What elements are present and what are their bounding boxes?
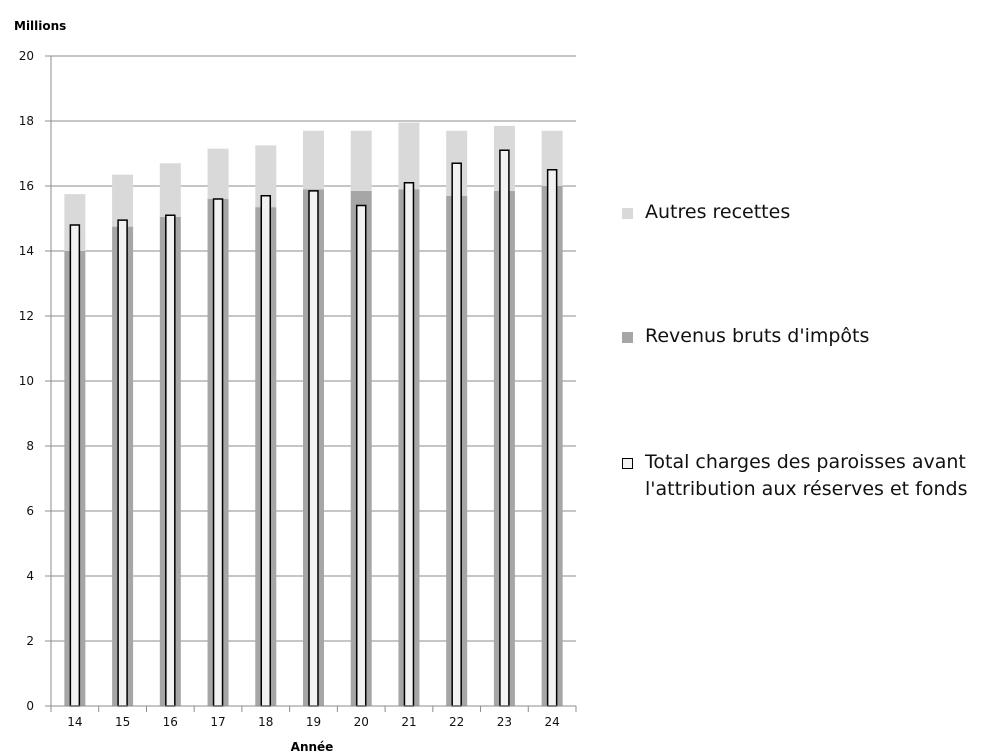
y-tick-label-4: 4 (26, 569, 34, 583)
bar-autres-17 (207, 148, 229, 199)
bar-charges-23 (499, 149, 510, 707)
bar-charges-24 (546, 169, 558, 707)
legend-label-total-charges: Total charges des paroisses avant l'attr… (645, 449, 968, 503)
x-tick-label-19: 19 (306, 715, 321, 729)
legend-item-autres-recettes: Autres recettes (622, 201, 791, 226)
bar-charges-19 (308, 190, 319, 707)
bar-charges-18 (260, 195, 272, 707)
legend-swatch-revenus-bruts (622, 332, 633, 343)
y-tick-label-10: 10 (19, 374, 34, 388)
bar-autres-21 (398, 122, 420, 190)
legend-label-revenus-bruts: Revenus bruts d'impôts (645, 325, 870, 347)
bars-layer (64, 122, 563, 707)
x-tick-label-21: 21 (401, 715, 416, 729)
legend-label-autres-recettes: Autres recettes (645, 201, 791, 223)
y-tick-label-20: 20 (19, 49, 34, 63)
legend-swatch-total-charges (622, 458, 633, 469)
x-tick-label-23: 23 (497, 715, 512, 729)
legend-label-total-charges-line-2: l'attribution aux réserves et fonds (645, 478, 968, 500)
x-axis-title: Année (291, 740, 334, 754)
legend-label-total-charges-line-1: Total charges des paroisses avant (645, 451, 966, 473)
bar-charges-22 (451, 162, 462, 707)
x-tick-label-17: 17 (210, 715, 225, 729)
x-tick-label-18: 18 (258, 715, 273, 729)
x-tick-label-15: 15 (115, 715, 130, 729)
y-tick-label-14: 14 (19, 244, 34, 258)
bar-autres-19 (303, 130, 324, 190)
x-tick-label-20: 20 (354, 715, 369, 729)
x-tick-label-24: 24 (544, 715, 559, 729)
bar-charges-20 (355, 204, 367, 707)
bar-autres-16 (159, 163, 181, 217)
y-tick-label-2: 2 (26, 634, 34, 648)
legend-item-total-charges: Total charges des paroisses avant l'attr… (622, 449, 968, 503)
bar-charges-16 (165, 214, 176, 707)
y-tick-label-12: 12 (19, 309, 34, 323)
bar-autres-15 (112, 174, 134, 227)
y-tick-label-18: 18 (19, 114, 34, 128)
y-tick-label-6: 6 (26, 504, 34, 518)
bar-charges-17 (212, 198, 224, 707)
legend-swatch-autres-recettes (622, 208, 633, 219)
bar-charges-15 (117, 219, 128, 707)
bar-autres-18 (255, 145, 277, 208)
y-axis-title: Millions (14, 19, 66, 33)
bar-autres-20 (350, 130, 372, 191)
x-tick-label-22: 22 (449, 715, 464, 729)
bar-charges-14 (69, 224, 81, 707)
y-tick-label-8: 8 (26, 439, 34, 453)
y-tick-label-0: 0 (26, 699, 34, 713)
legend: Autres recettes Revenus bruts d'impôts T… (622, 0, 994, 756)
legend-item-revenus-bruts: Revenus bruts d'impôts (622, 325, 870, 350)
x-tick-label-14: 14 (67, 715, 82, 729)
x-tick-label-16: 16 (163, 715, 178, 729)
bar-charges-21 (403, 182, 415, 707)
y-tick-label-16: 16 (19, 179, 34, 193)
